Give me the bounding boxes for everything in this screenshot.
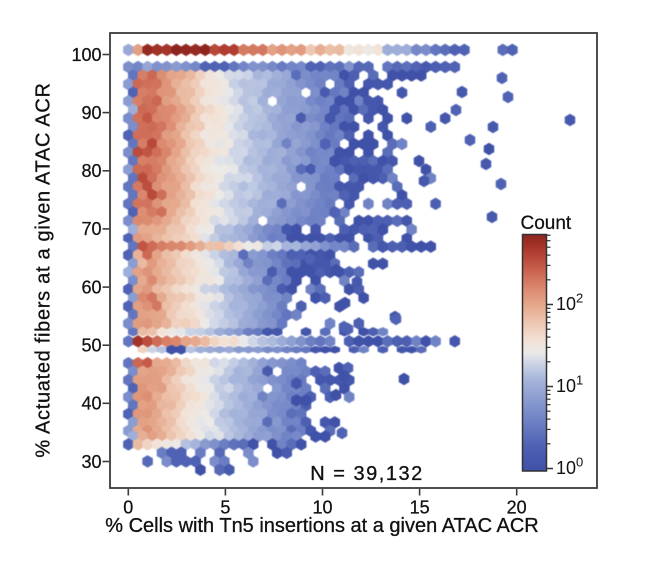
svg-text:10: 10	[312, 498, 332, 518]
svg-text:N = 39,132: N = 39,132	[310, 463, 423, 485]
svg-text:60: 60	[81, 277, 101, 297]
svg-text:20: 20	[507, 498, 527, 518]
svg-text:100: 100	[71, 45, 101, 65]
svg-text:90: 90	[81, 103, 101, 123]
svg-text:70: 70	[81, 219, 101, 239]
svg-text:% Actuated fibers at a given A: % Actuated fibers at a given ATAC ACR	[33, 82, 55, 457]
svg-text:80: 80	[81, 161, 101, 181]
svg-text:30: 30	[81, 452, 101, 472]
svg-text:Count: Count	[521, 213, 572, 234]
svg-text:15: 15	[410, 498, 430, 518]
svg-text:0: 0	[123, 498, 133, 518]
svg-text:% Cells with Tn5 insertions at: % Cells with Tn5 insertions at a given A…	[105, 515, 539, 537]
svg-text:50: 50	[81, 336, 101, 356]
svg-text:40: 40	[81, 394, 101, 414]
svg-text:5: 5	[220, 498, 230, 518]
